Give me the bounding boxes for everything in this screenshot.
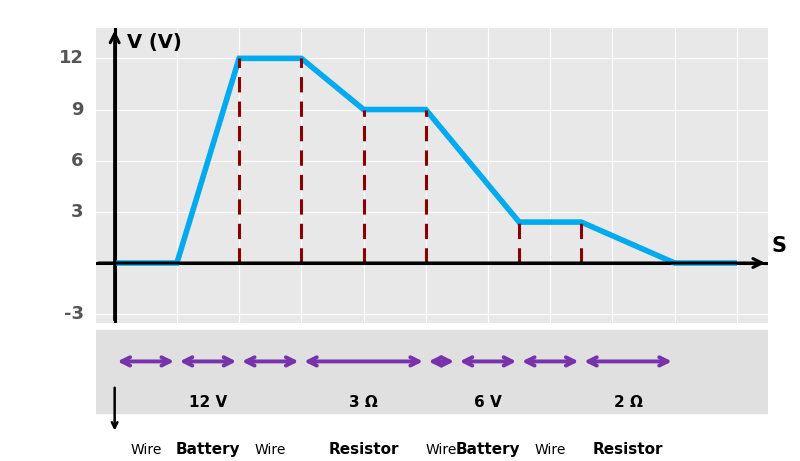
Text: 3 Ω: 3 Ω bbox=[349, 396, 378, 410]
Text: Wire: Wire bbox=[130, 443, 162, 457]
Text: 9: 9 bbox=[71, 100, 83, 118]
Text: 6: 6 bbox=[71, 152, 83, 170]
Text: S: S bbox=[771, 236, 786, 256]
Text: 2 Ω: 2 Ω bbox=[614, 396, 642, 410]
Text: Wire: Wire bbox=[426, 443, 457, 457]
Text: Battery: Battery bbox=[456, 443, 520, 457]
Text: 12 V: 12 V bbox=[189, 396, 227, 410]
Text: 3: 3 bbox=[71, 203, 83, 221]
Text: Battery: Battery bbox=[176, 443, 240, 457]
Bar bbox=[96, 330, 768, 413]
Text: Resistor: Resistor bbox=[328, 443, 399, 457]
Text: Resistor: Resistor bbox=[593, 443, 663, 457]
Text: Wire: Wire bbox=[254, 443, 286, 457]
Text: V (V): V (V) bbox=[127, 33, 182, 52]
Text: 6 V: 6 V bbox=[474, 396, 502, 410]
Text: -3: -3 bbox=[63, 305, 83, 323]
Text: 12: 12 bbox=[58, 49, 83, 67]
Text: Wire: Wire bbox=[534, 443, 566, 457]
